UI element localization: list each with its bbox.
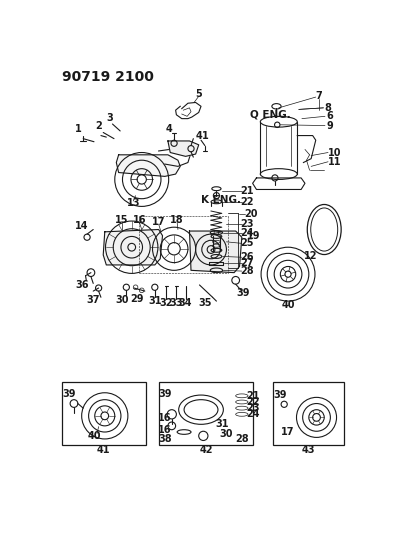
Text: 31: 31 — [148, 296, 162, 306]
Polygon shape — [117, 155, 180, 176]
Text: 7: 7 — [316, 91, 322, 101]
Text: 40: 40 — [281, 300, 295, 310]
Text: 23: 23 — [246, 403, 259, 413]
Text: 9: 9 — [326, 120, 333, 131]
Text: 32: 32 — [160, 298, 173, 309]
Text: 17: 17 — [152, 217, 166, 227]
Text: K ENG.: K ENG. — [201, 195, 241, 205]
Text: 23: 23 — [241, 219, 254, 229]
Text: 4: 4 — [166, 124, 173, 134]
Text: 34: 34 — [179, 298, 192, 309]
Text: 17: 17 — [281, 427, 295, 437]
Text: 31: 31 — [215, 419, 229, 429]
Text: 20: 20 — [244, 209, 258, 219]
Text: 35: 35 — [198, 298, 211, 309]
Text: 11: 11 — [328, 157, 341, 167]
Text: 3: 3 — [106, 113, 113, 123]
Text: 26: 26 — [241, 252, 254, 262]
Text: 21: 21 — [246, 391, 259, 401]
Text: 42: 42 — [200, 445, 213, 455]
Text: 43: 43 — [302, 445, 316, 455]
Text: 37: 37 — [87, 295, 100, 305]
Text: 27: 27 — [241, 259, 254, 269]
Text: 2: 2 — [95, 122, 102, 131]
Text: 33: 33 — [170, 298, 183, 309]
Text: 30: 30 — [220, 429, 233, 439]
Text: 39: 39 — [274, 390, 287, 400]
Text: 40: 40 — [87, 431, 101, 441]
Text: 29: 29 — [130, 294, 144, 304]
Text: 18: 18 — [170, 215, 184, 225]
Text: 38: 38 — [158, 434, 172, 444]
Text: 41: 41 — [97, 445, 110, 455]
Bar — [159, 382, 253, 445]
Text: 30: 30 — [115, 295, 128, 304]
Text: 39: 39 — [237, 288, 250, 297]
Text: 22: 22 — [246, 397, 259, 407]
Text: 13: 13 — [126, 198, 140, 208]
Text: 22: 22 — [241, 197, 254, 207]
Text: 19: 19 — [247, 231, 261, 241]
Text: 1: 1 — [75, 124, 81, 134]
Text: 24: 24 — [241, 228, 254, 238]
Bar — [62, 382, 146, 445]
Text: 6: 6 — [326, 111, 333, 122]
Text: 15: 15 — [115, 215, 128, 225]
Text: 28: 28 — [235, 434, 249, 444]
Text: 10: 10 — [328, 148, 341, 158]
Text: 28: 28 — [241, 266, 254, 276]
Polygon shape — [190, 231, 242, 273]
Text: 39: 39 — [63, 389, 76, 399]
Text: 12: 12 — [304, 251, 318, 261]
Text: 90719 2100: 90719 2100 — [62, 70, 154, 84]
Bar — [273, 382, 344, 445]
Polygon shape — [168, 141, 199, 156]
Text: 4: 4 — [196, 131, 202, 141]
Text: 1: 1 — [201, 131, 208, 141]
Polygon shape — [103, 230, 162, 265]
Text: 16: 16 — [158, 413, 172, 423]
Text: Q ENG.: Q ENG. — [249, 109, 290, 119]
Text: 24: 24 — [246, 409, 259, 419]
Text: 36: 36 — [75, 280, 89, 290]
Text: 14: 14 — [75, 221, 89, 231]
Text: 39: 39 — [158, 389, 172, 399]
Text: 16: 16 — [158, 425, 172, 435]
Text: 16: 16 — [133, 215, 146, 225]
Text: 25: 25 — [241, 238, 254, 248]
Text: 8: 8 — [325, 103, 332, 113]
Text: 5: 5 — [196, 89, 202, 99]
Text: 21: 21 — [241, 186, 254, 196]
